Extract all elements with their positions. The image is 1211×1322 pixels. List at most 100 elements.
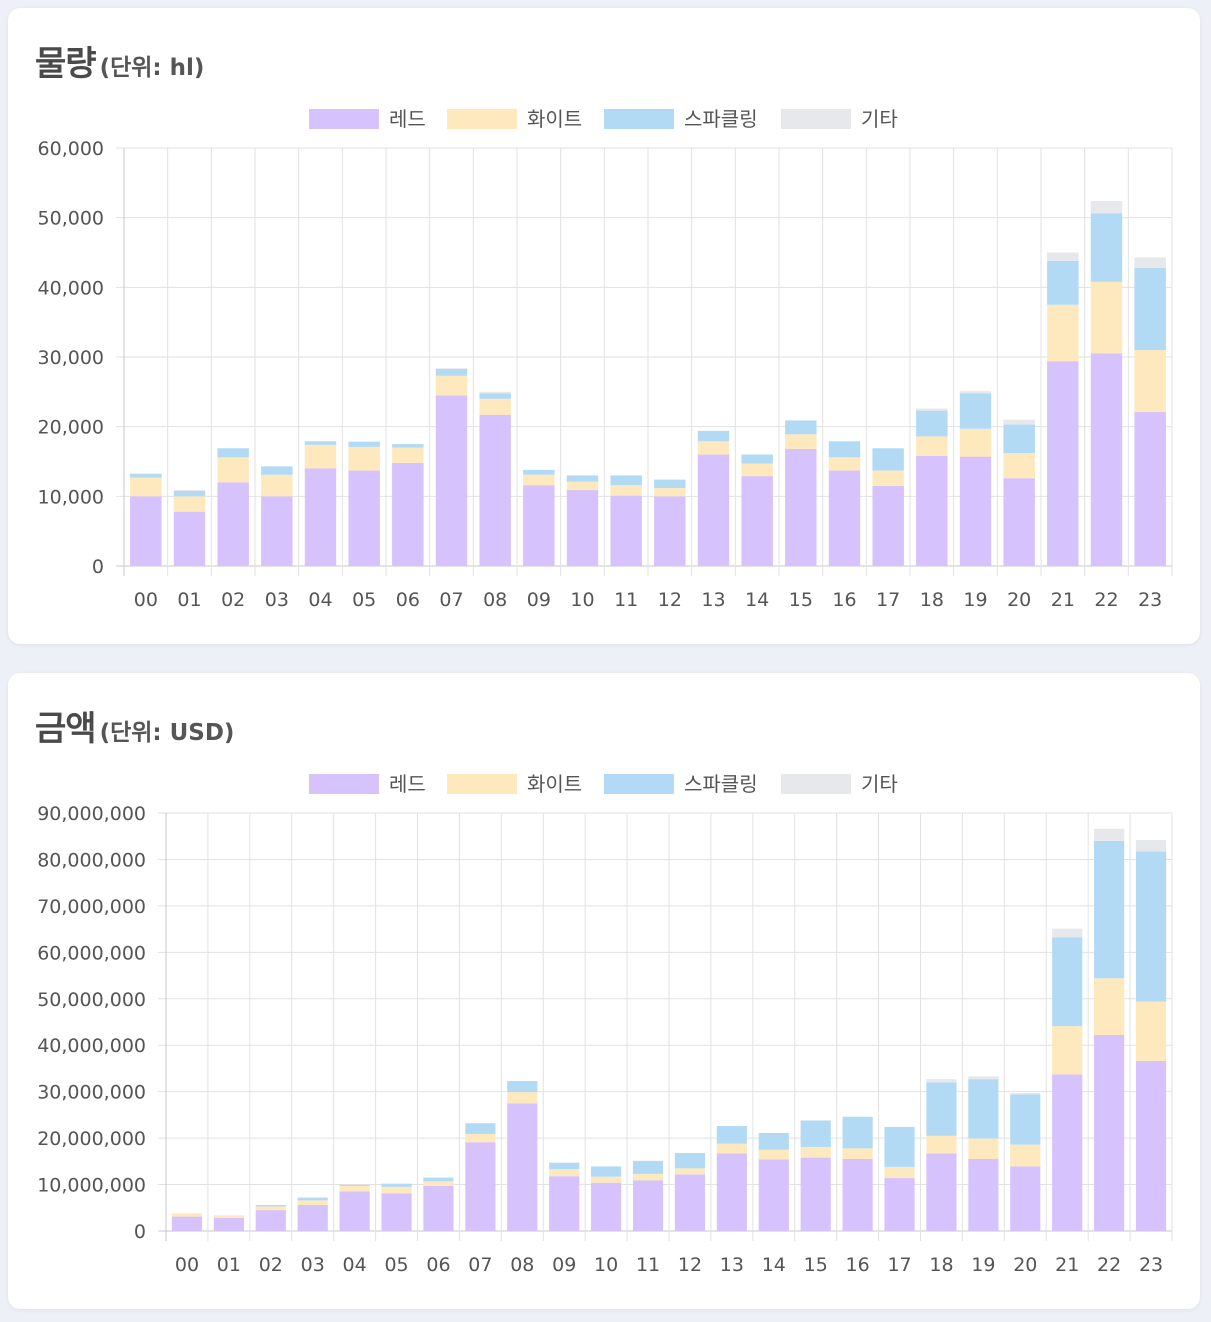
bar-other bbox=[916, 408, 948, 411]
bar-sparkling bbox=[297, 1197, 328, 1201]
bar-white bbox=[297, 1200, 328, 1205]
y-tick-label: 60,000,000 bbox=[37, 942, 146, 964]
legend-label-other: 기타 bbox=[861, 772, 898, 796]
bar-red bbox=[392, 462, 424, 566]
bar-red bbox=[1134, 412, 1166, 566]
y-tick-label: 10,000 bbox=[38, 486, 104, 508]
bar-white bbox=[304, 444, 337, 469]
bar-red bbox=[785, 448, 817, 566]
bar-sparkling bbox=[632, 1160, 664, 1174]
bar-sparkling bbox=[968, 1079, 999, 1139]
bar-white bbox=[465, 1133, 496, 1143]
bar-white bbox=[213, 1215, 244, 1218]
bar-white bbox=[381, 1186, 412, 1194]
x-tick-label: 09 bbox=[527, 589, 551, 611]
bar-other bbox=[959, 391, 992, 394]
bar-sparkling bbox=[654, 479, 686, 488]
legend-label-sparkling: 스파클링 bbox=[684, 107, 758, 131]
bar-red bbox=[1094, 1035, 1125, 1231]
bar-sparkling bbox=[339, 1185, 370, 1186]
amount-unit: (단위: USD) bbox=[99, 720, 235, 746]
x-tick-label: 22 bbox=[1094, 589, 1118, 611]
x-tick-label: 20 bbox=[1007, 589, 1031, 611]
bar-white bbox=[217, 457, 249, 483]
bar-sparkling bbox=[479, 393, 511, 399]
bar-red bbox=[968, 1159, 999, 1231]
y-tick-label: 60,000 bbox=[38, 138, 104, 160]
legend-label-red: 레드 bbox=[389, 107, 426, 131]
x-tick-label: 07 bbox=[439, 589, 463, 611]
bar-other bbox=[1047, 252, 1079, 261]
bar-sparkling bbox=[549, 1162, 580, 1170]
bar-sparkling bbox=[872, 448, 904, 471]
bar-other bbox=[1010, 1093, 1041, 1095]
y-tick-label: 0 bbox=[134, 1221, 146, 1243]
bar-red bbox=[523, 485, 555, 566]
x-tick-label: 01 bbox=[217, 1254, 241, 1276]
volume-unit: (단위: hl) bbox=[99, 55, 205, 81]
legend-swatch-white bbox=[447, 109, 517, 129]
bar-sparkling bbox=[435, 368, 468, 376]
bar-white bbox=[632, 1173, 664, 1181]
legend-label-red: 레드 bbox=[389, 772, 426, 796]
x-tick-label: 22 bbox=[1097, 1254, 1121, 1276]
bar-white bbox=[173, 496, 206, 512]
x-tick-label: 06 bbox=[396, 589, 420, 611]
bar-white bbox=[758, 1149, 789, 1160]
legend-label-other: 기타 bbox=[861, 107, 898, 131]
y-tick-label: 70,000,000 bbox=[37, 896, 146, 918]
bar-red bbox=[304, 468, 337, 566]
bar-red bbox=[610, 495, 642, 566]
bar-sparkling bbox=[741, 454, 773, 464]
x-tick-label: 16 bbox=[846, 1254, 870, 1276]
y-tick-label: 50,000 bbox=[38, 208, 104, 230]
bar-white bbox=[1134, 350, 1166, 413]
bar-red bbox=[339, 1191, 370, 1231]
bar-other bbox=[1135, 839, 1167, 852]
bar-white bbox=[926, 1135, 957, 1154]
bar-white bbox=[423, 1181, 454, 1186]
bar-white bbox=[435, 375, 468, 396]
x-tick-label: 04 bbox=[308, 589, 332, 611]
bar-sparkling bbox=[1010, 1094, 1041, 1145]
bar-white bbox=[1010, 1144, 1041, 1167]
bar-other bbox=[1003, 419, 1035, 425]
bar-red bbox=[716, 1153, 747, 1231]
bar-red bbox=[217, 482, 249, 566]
bar-red bbox=[261, 496, 293, 566]
x-tick-label: 15 bbox=[789, 589, 813, 611]
bar-red bbox=[828, 470, 861, 566]
x-tick-label: 13 bbox=[701, 589, 725, 611]
x-tick-label: 00 bbox=[175, 1254, 199, 1276]
bar-sparkling bbox=[423, 1177, 454, 1182]
x-tick-label: 11 bbox=[614, 589, 638, 611]
bar-sparkling bbox=[716, 1126, 747, 1144]
y-tick-label: 20,000,000 bbox=[37, 1128, 146, 1150]
volume-card: 물량 (단위: hl) 레드 화이트 스파클링 기타 0 10,000 20,000 30,00… bbox=[8, 8, 1200, 644]
bar-white bbox=[884, 1166, 915, 1179]
bar-red bbox=[872, 485, 904, 566]
bar-red bbox=[741, 476, 773, 566]
amount-card: 금액 (단위: USD) 레드 화이트 스파클링 기타 0 10,000,000 20,000… bbox=[8, 673, 1200, 1309]
legend-swatch-red bbox=[309, 109, 379, 129]
bar-red bbox=[674, 1174, 706, 1231]
bar-other bbox=[173, 490, 206, 491]
bar-red bbox=[130, 496, 162, 566]
bar-sparkling bbox=[842, 1116, 873, 1149]
bar-sparkling bbox=[261, 466, 293, 475]
bar-sparkling bbox=[926, 1082, 957, 1136]
bar-other bbox=[1134, 257, 1166, 268]
bar-red bbox=[959, 456, 992, 566]
bar-white bbox=[697, 441, 730, 455]
volume-title-text: 물량 bbox=[35, 44, 97, 84]
volume-title: 물량 (단위: hl) bbox=[35, 36, 204, 85]
bar-sparkling bbox=[1003, 424, 1035, 454]
bar-sparkling bbox=[1090, 213, 1123, 282]
bar-white bbox=[255, 1206, 286, 1211]
bar-sparkling bbox=[523, 469, 555, 475]
x-tick-label: 02 bbox=[259, 1254, 283, 1276]
bar-sparkling bbox=[758, 1133, 789, 1150]
x-tick-label: 09 bbox=[552, 1254, 576, 1276]
x-tick-label: 01 bbox=[177, 589, 201, 611]
legend-label-white: 화이트 bbox=[527, 772, 582, 796]
